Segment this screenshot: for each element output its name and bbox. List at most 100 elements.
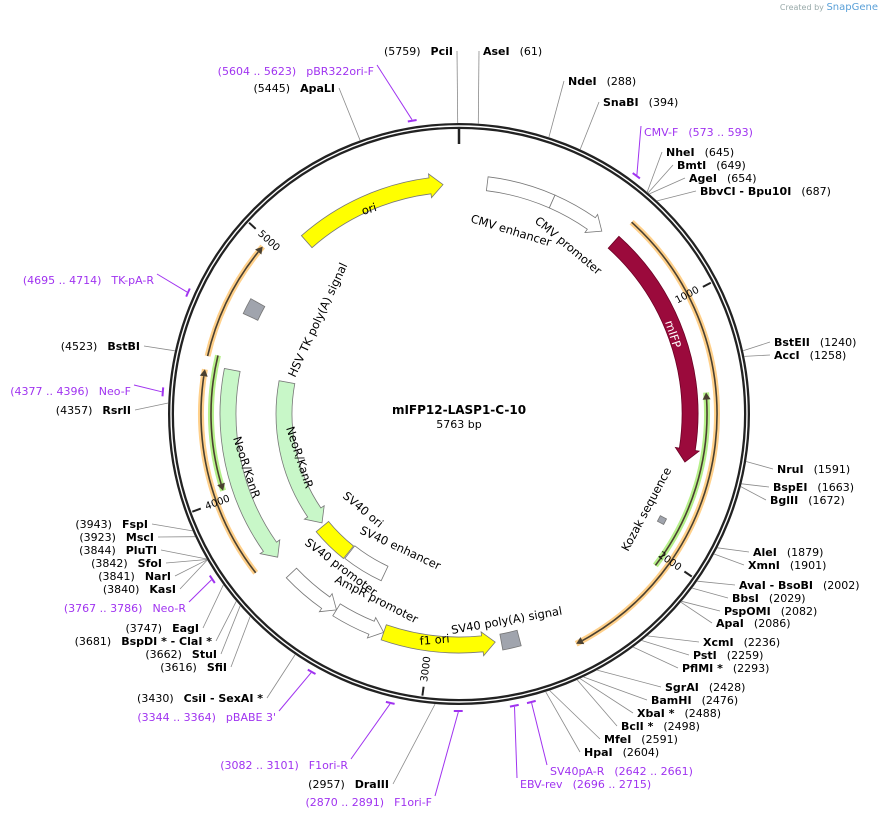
enzyme-site-label[interactable]: (3943) FspI — [75, 518, 148, 531]
primer-binding-mark[interactable] — [526, 699, 536, 705]
enzyme-site-label[interactable]: NdeI (288) — [568, 75, 636, 88]
enzyme-leader-line — [215, 601, 237, 642]
feature-kozak-sequence[interactable] — [656, 515, 668, 526]
feature-label-ori[interactable]: ori — [360, 200, 378, 218]
orf-arc[interactable] — [654, 399, 708, 566]
orf-arc[interactable] — [206, 251, 259, 357]
feature-neor-kanr[interactable] — [219, 368, 281, 558]
primer-label[interactable]: (3082 .. 3101) F1ori-R — [220, 759, 348, 772]
enzyme-site-label[interactable]: AvaI - BsoBI (2002) — [739, 579, 860, 592]
enzyme-site-label[interactable]: BmtI (649) — [677, 159, 746, 172]
enzyme-position: (1901) — [790, 559, 827, 572]
enzyme-site-label[interactable]: BamHI (2476) — [651, 694, 738, 707]
enzyme-leader-line — [744, 354, 771, 357]
enzyme-name: AgeI — [689, 172, 717, 185]
primer-label[interactable]: (2870 .. 2891) F1ori-F — [306, 796, 433, 809]
enzyme-site-label[interactable]: BglII (1672) — [770, 494, 845, 507]
feature-label-mifp[interactable]: mIFP — [662, 319, 684, 350]
feature-ampr-promoter[interactable] — [332, 603, 385, 639]
enzyme-site-label[interactable]: SgrAI (2428) — [665, 681, 745, 694]
enzyme-site-label[interactable]: PspOMI (2082) — [724, 605, 817, 618]
enzyme-position: (1240) — [820, 336, 857, 349]
orf-arc[interactable] — [210, 355, 222, 485]
enzyme-site-label[interactable]: AgeI (654) — [689, 172, 757, 185]
tick-mark — [421, 686, 425, 696]
primer-label[interactable]: (4695 .. 4714) TK-pA-R — [23, 274, 155, 287]
orf-arc[interactable] — [582, 221, 718, 642]
enzyme-site-label[interactable]: NruI (1591) — [777, 463, 850, 476]
feature-neor-kanr[interactable] — [275, 380, 325, 524]
enzyme-site-label[interactable]: XmnI (1901) — [748, 559, 826, 572]
enzyme-site-label[interactable]: BclI * (2498) — [621, 720, 700, 733]
enzyme-site-label[interactable]: AccI (1258) — [774, 349, 846, 362]
enzyme-site-label[interactable]: (3844) PluTI — [79, 544, 157, 557]
enzyme-site-label[interactable]: XbaI * (2488) — [637, 707, 721, 720]
primer-label[interactable]: EBV-rev (2696 .. 2715) — [520, 778, 651, 791]
enzyme-site-label[interactable]: BbvCI - Bpu10I (687) — [700, 185, 831, 198]
enzyme-site-label[interactable]: SnaBI (394) — [603, 96, 678, 109]
feature-ori[interactable] — [300, 173, 444, 249]
primer-binding-mark[interactable] — [407, 119, 417, 123]
enzyme-site-label[interactable]: NheI (645) — [666, 146, 734, 159]
enzyme-site-label[interactable]: (5759) PciI — [384, 45, 453, 58]
enzyme-site-label[interactable]: (3840) KasI — [103, 583, 176, 596]
enzyme-position: (5759) — [384, 45, 421, 58]
enzyme-site-label[interactable]: ApaI (2086) — [716, 617, 790, 630]
feature-sv40-poly-a-signal[interactable] — [499, 629, 522, 651]
feature-f1-ori[interactable] — [380, 624, 496, 657]
primer-label[interactable]: (5604 .. 5623) pBR322ori-F — [218, 65, 374, 78]
enzyme-leader-line — [641, 640, 690, 656]
enzyme-site-label[interactable]: BspEI (1663) — [773, 481, 854, 494]
enzyme-site-label[interactable]: MfeI (2591) — [604, 733, 678, 746]
primer-binding-mark[interactable] — [208, 575, 216, 584]
enzyme-site-label[interactable]: (3747) EagI — [126, 622, 199, 635]
feature-label-sv40-polya[interactable]: SV40 poly(A) signal — [450, 604, 563, 637]
primer-binding-mark[interactable] — [509, 703, 519, 708]
primer-label[interactable]: CMV-F (573 .. 593) — [644, 126, 753, 139]
enzyme-name: MfeI — [604, 733, 631, 746]
enzyme-site-label[interactable]: (3430) CsiI - SexAI * — [137, 692, 263, 705]
enzyme-site-label[interactable]: AleI (1879) — [753, 546, 823, 559]
enzyme-name: SnaBI — [603, 96, 639, 109]
enzyme-site-label[interactable]: PstI (2259) — [693, 649, 763, 662]
feature-cmv-promoter[interactable] — [548, 194, 603, 233]
feature-label-f1-ori[interactable]: f1 ori — [419, 631, 450, 648]
enzyme-site-label[interactable]: (3923) MscI — [79, 531, 154, 544]
enzyme-site-label[interactable]: (5445) ApaLI — [254, 82, 336, 95]
primer-name: SV40pA-R — [550, 765, 605, 778]
primer-range: (3344 .. 3364) — [137, 711, 216, 724]
primer-label[interactable]: (3344 .. 3364) pBABE 3' — [137, 711, 276, 724]
feature-sv40-promoter[interactable] — [285, 567, 338, 613]
feature-label-hsv-tk-polya[interactable]: HSV TK poly(A) signal — [285, 260, 350, 379]
feature-sv40-ori[interactable] — [315, 520, 355, 560]
feature-cmv-enhancer[interactable] — [485, 176, 556, 209]
primer-label[interactable]: (4377 .. 4396) Neo-F — [10, 385, 131, 398]
enzyme-site-label[interactable]: (4357) RsrII — [56, 404, 131, 417]
primer-binding-mark[interactable] — [632, 172, 641, 180]
enzyme-site-label[interactable]: BstEII (1240) — [774, 336, 856, 349]
primer-binding-mark[interactable] — [161, 387, 165, 397]
feature-hsv-tk-poly-a-signal[interactable] — [242, 298, 266, 321]
primer-binding-mark[interactable] — [185, 288, 191, 297]
enzyme-site-label[interactable]: HpaI (2604) — [584, 746, 659, 759]
primer-binding-mark[interactable] — [307, 668, 316, 675]
enzyme-site-label[interactable]: (3662) StuI — [145, 648, 217, 661]
enzyme-site-label[interactable]: (3841) NarI — [98, 570, 171, 583]
feature-mifp[interactable] — [607, 235, 701, 463]
enzyme-site-label[interactable]: XcmI (2236) — [703, 636, 780, 649]
enzyme-site-label[interactable]: (3616) SfiI — [160, 661, 227, 674]
primer-binding-mark[interactable] — [385, 700, 395, 705]
enzyme-site-label[interactable]: AseI (61) — [483, 45, 542, 58]
enzyme-name: CsiI - SexAI * — [184, 692, 264, 705]
primer-label[interactable]: (3767 .. 3786) Neo-R — [64, 602, 186, 615]
enzyme-site-label[interactable]: PflMI * (2293) — [682, 662, 769, 675]
feature-sv40-enhancer[interactable] — [344, 545, 389, 582]
enzyme-site-label[interactable]: BbsI (2029) — [732, 592, 805, 605]
enzyme-site-label[interactable]: (4523) BstBI — [61, 340, 140, 353]
orf-arc[interactable] — [200, 376, 257, 574]
feature-label-kozak[interactable]: Kozak sequence — [618, 465, 674, 554]
enzyme-site-label[interactable]: (2957) DraIII — [308, 778, 389, 791]
primer-label[interactable]: SV40pA-R (2642 .. 2661) — [550, 765, 693, 778]
enzyme-site-label[interactable]: (3842) SfoI — [91, 557, 162, 570]
enzyme-site-label[interactable]: (3681) BspDI * - ClaI * — [75, 635, 213, 648]
